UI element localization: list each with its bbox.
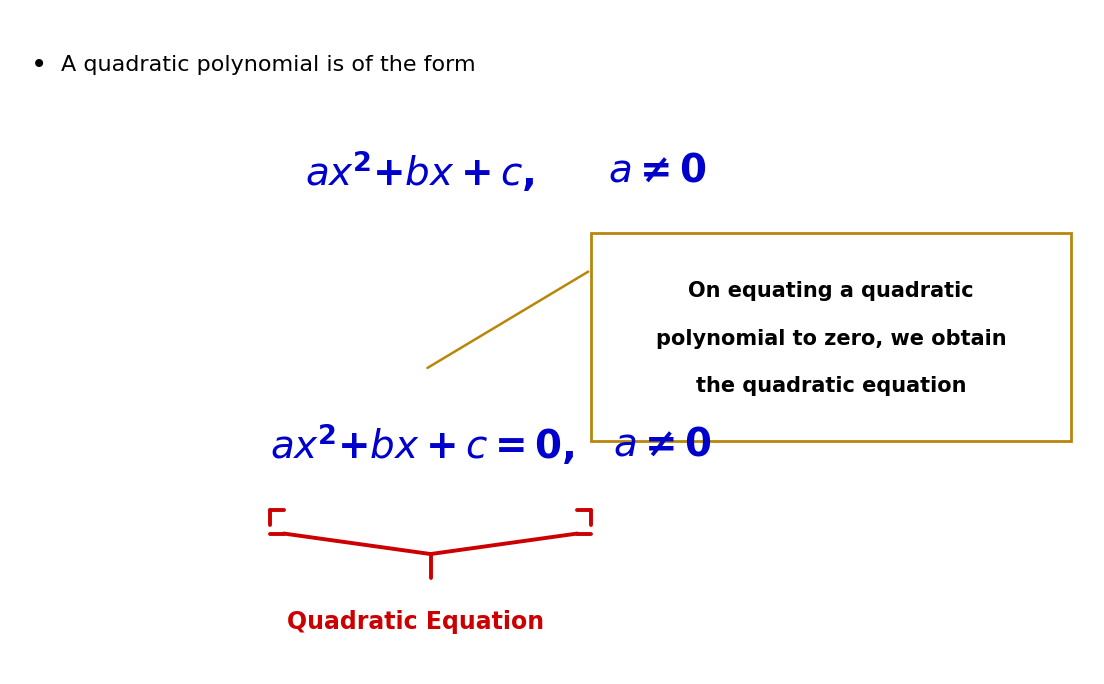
Text: $\mathbf{\mathit{ax}}^{\mathbf{2}}\mathbf{+\mathit{bx}+\mathit{c},}$: $\mathbf{\mathit{ax}}^{\mathbf{2}}\mathb… (305, 148, 534, 194)
Text: $\mathbf{\mathit{a}\neq0}$: $\mathbf{\mathit{a}\neq0}$ (613, 426, 711, 463)
Text: $\mathbf{\mathit{a}\neq0}$: $\mathbf{\mathit{a}\neq0}$ (607, 153, 707, 189)
Text: polynomial to zero, we obtain: polynomial to zero, we obtain (656, 328, 1007, 349)
Text: Quadratic Equation: Quadratic Equation (287, 610, 544, 635)
FancyBboxPatch shape (591, 233, 1071, 441)
Text: A quadratic polynomial is of the form: A quadratic polynomial is of the form (61, 55, 476, 75)
Text: the quadratic equation: the quadratic equation (696, 376, 967, 397)
Text: $\mathbf{\mathit{ax}}^{\mathbf{2}}\mathbf{+\mathit{bx}+\mathit{c}=0,}$: $\mathbf{\mathit{ax}}^{\mathbf{2}}\mathb… (270, 422, 575, 467)
Text: On equating a quadratic: On equating a quadratic (689, 280, 974, 301)
Text: •: • (31, 51, 47, 79)
